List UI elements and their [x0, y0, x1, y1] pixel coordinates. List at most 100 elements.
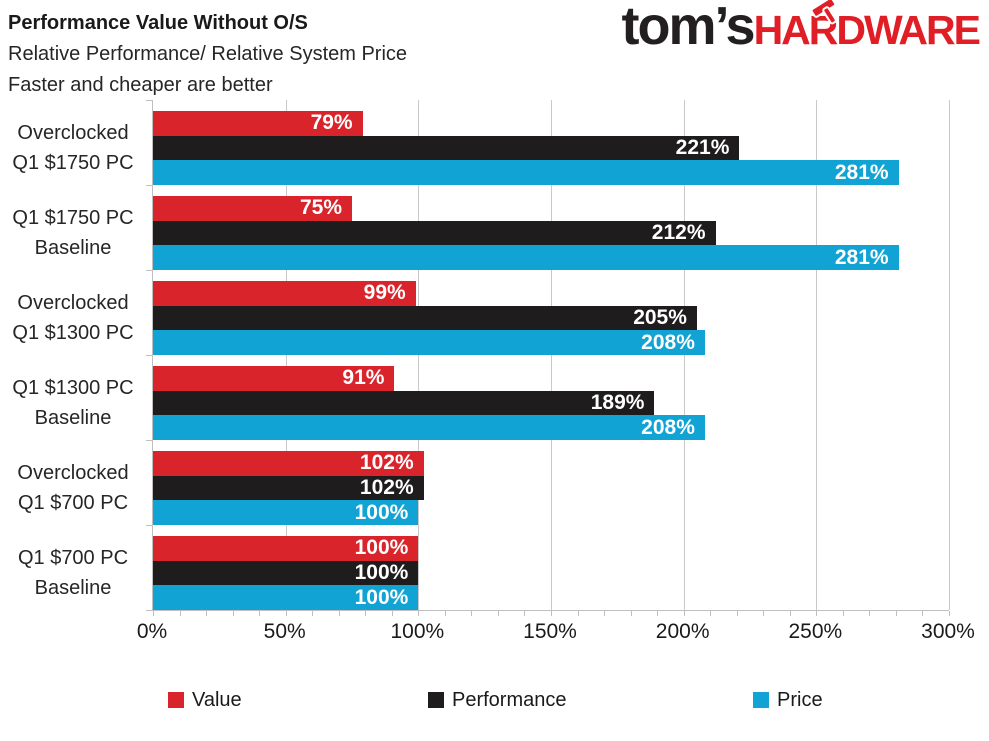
- bar-value-label: 189%: [590, 390, 645, 414]
- category-label-line: Baseline: [34, 577, 112, 599]
- bar-value: 75%: [153, 196, 352, 221]
- category-row: 91% 189% 208%: [153, 355, 949, 440]
- minor-tick: [551, 611, 552, 616]
- minor-tick: [391, 611, 393, 616]
- category-tick: [146, 525, 152, 526]
- bar-value: 99%: [153, 281, 416, 306]
- bar-value-label: 100%: [354, 560, 409, 584]
- bar-price: 208%: [153, 330, 705, 355]
- category-label-line: Overclocked: [17, 122, 129, 144]
- value-axis: 0% 50% 100% 150% 200% 250% 300%: [137, 620, 975, 650]
- bar-price: 208%: [153, 415, 705, 440]
- bar-value-label: 102%: [359, 451, 414, 475]
- bar-price: 100%: [153, 585, 419, 610]
- legend-item-price: Price: [753, 688, 823, 712]
- category-label: Overclocked Q1 $1750 PC: [0, 111, 146, 185]
- chart-note: Faster and cheaper are better: [8, 74, 273, 96]
- legend-swatch-icon: [428, 692, 444, 708]
- minor-tick: [789, 611, 791, 616]
- bar-value: 102%: [153, 451, 424, 476]
- bar-value-label: 281%: [834, 160, 889, 184]
- minor-tick: [338, 611, 340, 616]
- category-row: 75% 212% 281%: [153, 185, 949, 270]
- category-tick: [146, 440, 152, 441]
- category-label-line: Q1 $1750 PC: [12, 152, 134, 174]
- category-tick: [146, 270, 152, 271]
- chart-header: Performance Value Without O/S Relative P…: [8, 8, 407, 101]
- category-label: Overclocked Q1 $700 PC: [0, 451, 146, 525]
- minor-tick: [285, 611, 287, 616]
- legend-swatch-icon: [168, 692, 184, 708]
- x-axis-tick-label: 150%: [523, 620, 577, 643]
- bar-value: 91%: [153, 366, 395, 391]
- legend-label: Value: [192, 688, 242, 711]
- gridline: [418, 100, 420, 610]
- minor-tick: [365, 611, 367, 616]
- category-label-line: Q1 $1300 PC: [12, 322, 134, 344]
- bar-value-label: 100%: [354, 536, 409, 560]
- gridline: [816, 100, 818, 610]
- logo-hardware-text: HARDWARE: [754, 0, 981, 54]
- gridline: [551, 100, 552, 610]
- bar-value-label: 208%: [641, 415, 695, 439]
- bar-value-label: 79%: [310, 111, 353, 135]
- minor-tick: [657, 611, 659, 616]
- legend-item-performance: Performance: [428, 688, 567, 712]
- chart-title: Performance Value Without O/S: [8, 12, 308, 34]
- bar-price: 281%: [153, 245, 899, 270]
- minor-tick: [232, 611, 234, 616]
- minor-tick: [418, 611, 420, 616]
- bar-performance: 212%: [153, 220, 716, 246]
- bar-price: 100%: [153, 500, 419, 525]
- gridline: [285, 100, 287, 610]
- x-axis-tick-label: 100%: [390, 620, 445, 643]
- bar-value: 100%: [153, 536, 419, 561]
- minor-tick: [444, 611, 446, 616]
- category-row: 99% 205% 208%: [153, 270, 949, 355]
- minor-tick: [604, 611, 606, 616]
- minor-tick: [524, 611, 526, 616]
- legend: Value Performance Price: [0, 688, 989, 718]
- minor-tick: [259, 611, 261, 616]
- category-row: 79% 221% 281%: [153, 100, 949, 185]
- minor-tick: [206, 611, 208, 616]
- bar-value-label: 205%: [633, 305, 687, 329]
- bar-value-label: 100%: [354, 585, 409, 609]
- bar-value-label: 100%: [354, 500, 409, 524]
- category-tick: [146, 100, 152, 101]
- bar-value-label: 281%: [834, 245, 889, 269]
- x-axis-tick-label: 250%: [788, 620, 843, 643]
- minor-tick: [922, 611, 924, 616]
- minor-tick: [471, 611, 473, 616]
- bar-value-label: 221%: [675, 135, 730, 159]
- category-row: 102% 102% 100%: [153, 440, 949, 525]
- minor-tick: [710, 611, 712, 616]
- chart-subtitle: Relative Performance/ Relative System Pr…: [8, 43, 408, 65]
- bar-value-label: 102%: [359, 475, 414, 499]
- x-axis-tick-label: 50%: [263, 620, 306, 643]
- category-label-line: Overclocked: [17, 462, 129, 484]
- minor-tick: [842, 611, 844, 616]
- toms-hardware-logo: tom’s HARDWARE: [621, 0, 981, 56]
- category-label: Q1 $1750 PC Baseline: [0, 196, 146, 270]
- legend-swatch-icon: [753, 692, 769, 708]
- legend-item-value: Value: [168, 688, 242, 712]
- minor-tick: [949, 611, 950, 616]
- logo-toms-text: tom’s: [621, 0, 756, 56]
- minor-tick: [816, 611, 818, 616]
- category-tick: [146, 355, 152, 356]
- bar-performance: 102%: [153, 475, 424, 501]
- category-label-line: Q1 $1300 PC: [12, 377, 134, 399]
- minor-tick: [577, 611, 579, 616]
- bar-value: 79%: [153, 111, 363, 136]
- category-label-line: Overclocked: [17, 292, 129, 314]
- minor-tick: [763, 611, 765, 616]
- x-axis-tick-label: 300%: [921, 620, 975, 643]
- minor-tick: [895, 611, 897, 616]
- minor-tick: [312, 611, 314, 616]
- minor-tick: [869, 611, 871, 616]
- legend-label: Performance: [452, 688, 567, 711]
- category-label: Overclocked Q1 $1300 PC: [0, 281, 146, 355]
- category-label-line: Q1 $700 PC: [17, 547, 129, 569]
